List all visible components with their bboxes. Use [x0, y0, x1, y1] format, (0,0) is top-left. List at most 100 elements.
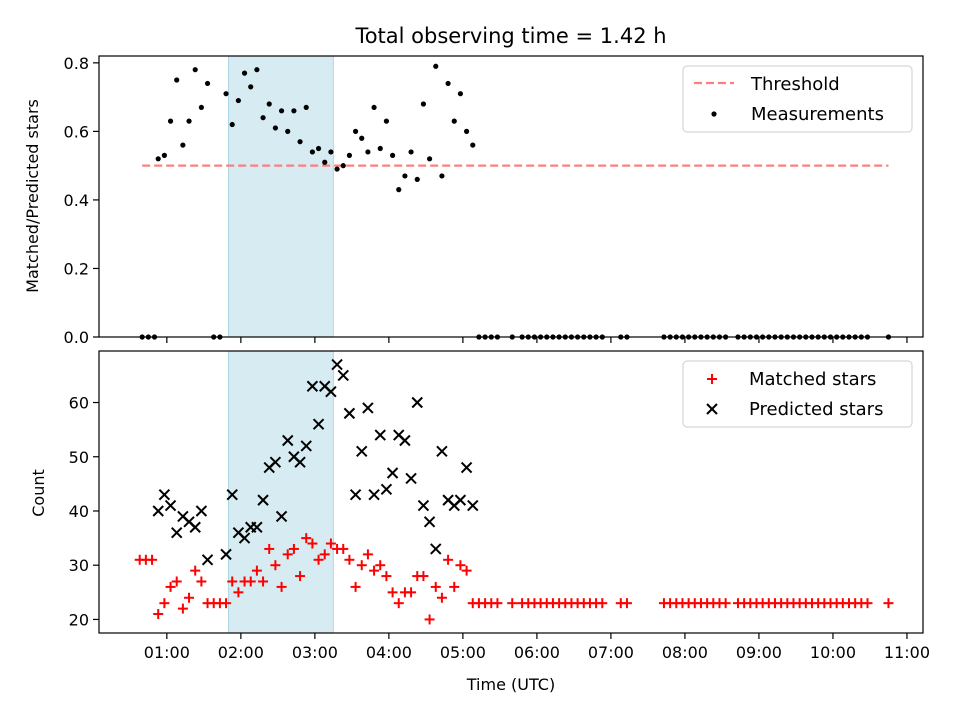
predicted-star-point — [226, 489, 238, 501]
measurement-point — [272, 125, 278, 131]
predicted-star-point — [195, 505, 208, 517]
top-ytick-label: 0.4 — [64, 191, 89, 210]
predicted-star-point — [349, 489, 362, 501]
predicted-star-point — [152, 505, 164, 517]
measurement-point — [285, 128, 291, 134]
predicted-star-point — [294, 456, 306, 468]
bottom-xtick-label: 08:00 — [662, 643, 708, 662]
measurement-point — [371, 104, 377, 111]
bottom-xtick-label: 02:00 — [218, 643, 264, 662]
matched-star-point — [177, 603, 188, 614]
matched-star-point — [362, 549, 373, 560]
matched-star-point — [153, 609, 164, 620]
predicted-star-point — [343, 407, 356, 420]
matched-star-point — [276, 581, 287, 592]
measurement-point — [402, 173, 408, 179]
predicted-star-point — [362, 402, 374, 414]
predicted-star-point — [454, 494, 467, 506]
measurement-point — [254, 67, 260, 73]
top-ytick-label: 0.2 — [64, 259, 89, 278]
matched-star-point — [443, 554, 454, 565]
measurement-point — [445, 80, 451, 87]
matched-star-point — [196, 576, 207, 587]
measurement-point — [291, 108, 297, 114]
matched-star-point — [862, 598, 873, 609]
bottom-xtick-label: 03:00 — [292, 643, 338, 662]
matched-star-point — [251, 565, 262, 576]
matched-star-point — [436, 592, 447, 603]
predicted-star-point — [399, 434, 411, 447]
bottom-ytick-label: 30 — [69, 556, 89, 575]
bottom-xtick-label: 10:00 — [810, 643, 856, 662]
matched-star-point — [258, 576, 269, 587]
measurement-point — [155, 156, 161, 162]
matched-star-point — [369, 565, 380, 576]
matched-star-point — [621, 598, 632, 609]
matched-star-point — [449, 581, 460, 592]
measurement-point — [340, 163, 346, 169]
matched-star-point — [319, 549, 330, 560]
predicted-star-point — [158, 489, 171, 501]
legend-matched-label: Matched stars — [749, 369, 876, 390]
predicted-star-point — [411, 396, 423, 409]
predicted-star-point — [337, 369, 349, 382]
measurement-point — [309, 149, 316, 155]
matched-star-point — [387, 587, 398, 598]
predicted-star-point — [164, 499, 177, 512]
measurement-point — [223, 91, 229, 97]
predicted-star-point — [430, 543, 442, 555]
bottom-xtick-label: 06:00 — [514, 643, 560, 662]
measurement-point — [167, 118, 174, 124]
predicted-star-point — [423, 516, 436, 528]
predicted-star-point — [386, 467, 399, 479]
chart-title: Total observing time = 1.42 h — [354, 24, 666, 48]
bottom-ytick-label: 60 — [69, 394, 89, 413]
measurement-point — [389, 152, 396, 158]
measurement-point — [198, 104, 204, 111]
matched-star-point — [424, 614, 435, 625]
predicted-star-point — [325, 385, 337, 398]
predicted-star-point — [189, 521, 201, 533]
predicted-star-point — [368, 489, 380, 501]
predicted-star-point — [374, 429, 386, 441]
predicted-star-point — [269, 456, 282, 468]
matched-star-point — [307, 538, 318, 549]
bottom-xtick-label: 11:00 — [884, 643, 930, 662]
top-panel: 0.0 0.2 0.4 0.6 0.8 Threshold Measurements — [64, 54, 924, 347]
matched-star-point — [338, 543, 349, 554]
measurement-point — [414, 176, 420, 182]
measurement-point — [451, 118, 457, 124]
measurement-point — [241, 70, 248, 76]
bottom-xtick-label: 09:00 — [736, 643, 782, 662]
matched-star-point — [270, 560, 281, 571]
top-ytick-label: 0.6 — [64, 122, 89, 141]
matched-star-point — [492, 598, 503, 609]
measurement-point — [180, 142, 186, 148]
measurement-point — [297, 139, 303, 145]
predicted-star-point — [312, 418, 325, 430]
top-ytick-label: 0.8 — [64, 54, 89, 73]
measurement-point — [161, 152, 167, 158]
matched-star-point — [720, 598, 731, 609]
measurement-point — [322, 159, 328, 165]
top-legend-box — [682, 65, 913, 133]
matched-star-point — [227, 576, 238, 587]
matched-star-point — [159, 598, 170, 609]
top-ytick-label: 0.0 — [64, 328, 89, 347]
bottom-legend-box — [682, 360, 913, 428]
bottom-ytick-label: 40 — [69, 502, 89, 521]
measurement-point — [420, 101, 427, 107]
matched-star-point — [393, 598, 404, 609]
legend-measurements-swatch — [711, 111, 717, 117]
measurement-point — [359, 135, 365, 141]
bottom-legend: Matched stars Predicted stars — [682, 360, 913, 428]
measurement-point — [463, 128, 470, 134]
bottom-xtick-label: 05:00 — [440, 643, 486, 662]
matched-star-point — [264, 543, 275, 554]
matched-star-point — [147, 554, 158, 565]
measurement-point — [439, 173, 445, 179]
predicted-star-point — [201, 554, 214, 566]
matched-star-point — [356, 560, 367, 571]
top-axes-frame — [98, 55, 924, 338]
matched-star-point — [190, 565, 201, 576]
